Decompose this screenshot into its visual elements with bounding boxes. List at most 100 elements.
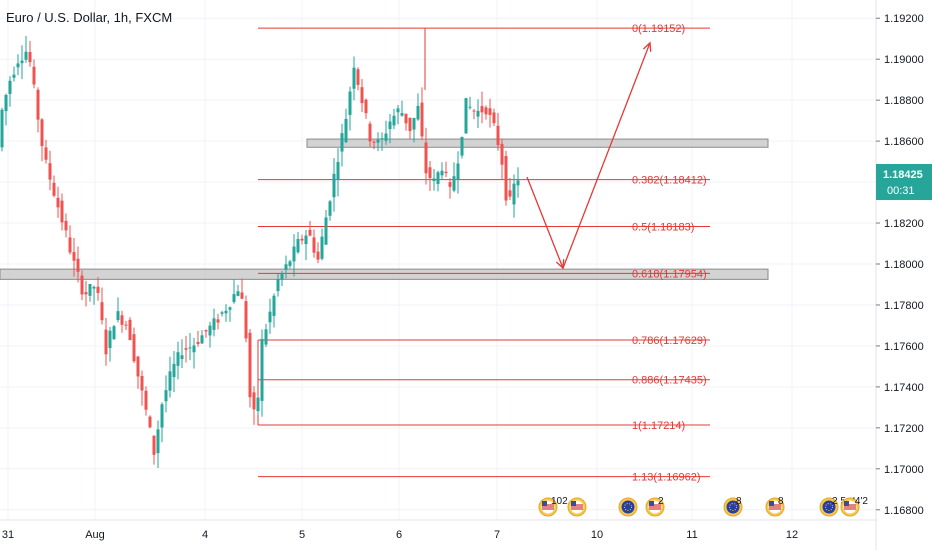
candle-body <box>192 345 196 353</box>
eu-flag-stars <box>825 503 833 511</box>
candle-body <box>236 291 240 296</box>
candle-body <box>480 106 484 113</box>
candle-body <box>180 355 184 359</box>
current-price-badge <box>876 164 932 200</box>
us-flag-canton <box>542 501 547 506</box>
candle-body <box>364 99 368 114</box>
fibonacci-retracement[interactable]: 0(1.19152) 0.382(1.18412) 0.5(1.18183) 0.61… <box>257 23 710 484</box>
time-tick-label: Aug <box>85 529 105 541</box>
candle-body <box>60 200 64 223</box>
candle-body <box>68 237 72 253</box>
candle-body <box>512 183 516 205</box>
candle-body <box>56 197 60 208</box>
candle-body <box>12 74 16 78</box>
time-tick-label: 31 <box>2 529 14 541</box>
candle-body <box>64 220 68 231</box>
candle-body <box>464 98 468 134</box>
candle-body <box>184 348 188 350</box>
time-tick-label: 4 <box>202 529 208 541</box>
candle-body <box>204 330 208 332</box>
candle-body <box>216 319 220 323</box>
candle-body <box>288 261 292 266</box>
candle-body <box>164 390 168 402</box>
candle-body <box>484 107 488 115</box>
event-badge[interactable]: 8 <box>765 496 785 517</box>
candle-body <box>260 339 264 401</box>
candle-body <box>368 123 372 142</box>
price-axis[interactable]: 1.192001.190001.188001.186001.184001.182… <box>876 13 924 517</box>
candle-body <box>420 102 424 137</box>
candle-body <box>308 229 312 236</box>
candle-body <box>0 109 4 148</box>
candle-body <box>392 115 396 126</box>
time-tick-label: 6 <box>396 529 402 541</box>
candle-body <box>196 341 200 345</box>
candle-body <box>332 173 336 198</box>
price-tick-label: 1.17200 <box>884 423 924 435</box>
fib-level-label: 1.13(1.16962) <box>632 472 701 484</box>
event-badges: 102 2 8 8 2 5 '4'2 <box>538 496 868 517</box>
candle-body <box>76 258 80 272</box>
candle-body <box>396 108 400 113</box>
time-tick-label: 5 <box>299 529 305 541</box>
time-axis[interactable]: 31 Aug 4 5 6 7 10 11 12 <box>2 529 798 541</box>
candle-body <box>428 167 432 179</box>
event-badge-count: 8 <box>736 496 742 507</box>
candle-body <box>324 217 328 245</box>
candle-body <box>24 51 28 60</box>
us-flag-canton <box>769 501 774 506</box>
candle-body <box>96 286 100 294</box>
candle-body <box>232 294 236 303</box>
event-badge-count: 2 5 <box>832 496 846 507</box>
time-tick-label: 12 <box>786 529 798 541</box>
grid <box>0 0 876 520</box>
candle-body <box>296 239 300 253</box>
event-badge[interactable] <box>567 497 587 517</box>
candle-body <box>400 113 404 116</box>
event-badge[interactable]: 2 <box>645 496 665 517</box>
candle-body <box>476 110 480 117</box>
current-price-tag: 1.18425 00:31 <box>876 164 932 200</box>
candle-body <box>8 80 12 94</box>
eu-flag-icon <box>726 500 740 514</box>
current-price-label: 1.18425 <box>883 169 923 181</box>
eu-flag-icon <box>621 500 635 514</box>
candle-body <box>40 119 44 147</box>
projection-arrow[interactable] <box>526 41 652 270</box>
candle-body <box>172 363 176 378</box>
fib-level-label: 0.618(1.17954) <box>632 268 707 280</box>
price-tick-label: 1.17400 <box>884 382 924 394</box>
candle-body <box>424 142 428 174</box>
event-badge[interactable] <box>618 497 638 517</box>
projection-path <box>526 42 651 270</box>
candle-body <box>80 275 84 295</box>
candle-body <box>248 332 252 398</box>
candle-body <box>156 429 160 454</box>
candle-body <box>316 251 320 260</box>
candle-body <box>100 302 104 321</box>
candle-body <box>104 329 108 355</box>
candle-body <box>300 238 304 241</box>
fib-level-label: 0.886(1.17435) <box>632 375 707 387</box>
candle-body <box>468 106 472 108</box>
candle-body <box>124 324 128 326</box>
event-badge[interactable]: 2 5 <box>819 496 846 517</box>
event-badge[interactable]: 8 <box>723 496 743 517</box>
sr-zone-1 <box>0 268 769 280</box>
candle-body <box>384 133 388 141</box>
event-badge[interactable]: 102 <box>538 496 568 517</box>
candle-body <box>116 311 120 321</box>
candle-body <box>452 176 456 191</box>
candle-body <box>436 172 440 184</box>
candle-body <box>304 235 308 245</box>
candle-body <box>112 326 116 340</box>
arrow-head-down <box>555 259 565 270</box>
price-tick-label: 1.16800 <box>884 505 924 517</box>
event-badge[interactable]: '4'2 <box>840 496 868 517</box>
price-tick-label: 1.18600 <box>884 136 924 148</box>
arrow-head-up <box>642 41 652 52</box>
candle-body <box>52 182 56 196</box>
candle-body <box>276 279 280 292</box>
